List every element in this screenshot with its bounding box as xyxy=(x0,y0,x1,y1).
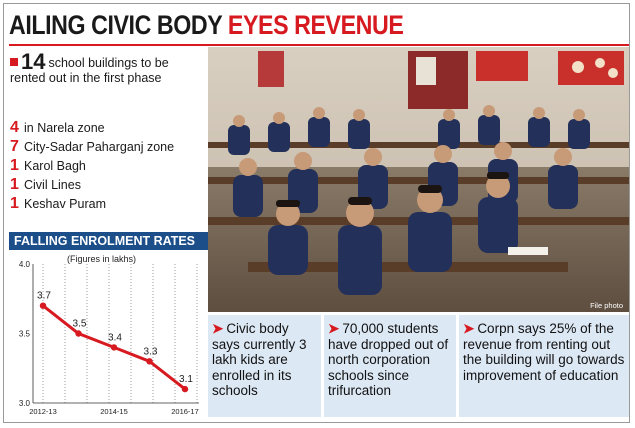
zone-count: 4 xyxy=(10,119,19,136)
chart-data-label: 3.5 xyxy=(73,319,87,330)
fact-box: ➤ 70,000 students have dropped out of nor… xyxy=(324,315,456,417)
zone-count: 1 xyxy=(10,195,19,212)
zone-item: 4 in Narela zone xyxy=(10,118,208,137)
chart-subtitle: (Figures in lakhs) xyxy=(67,254,136,264)
arrow-right-icon: ➤ xyxy=(463,321,475,336)
zone-item: 1 Karol Bagh xyxy=(10,156,208,175)
graphic-frame xyxy=(3,3,630,423)
chart-point xyxy=(75,330,82,337)
enrolment-chart: (Figures in lakhs) 4.0 3.5 3.0 2012-13 2014-… xyxy=(9,250,208,422)
chart-x-tick-label: 2016-17 xyxy=(171,407,199,416)
fact-box: ➤ Civic body says currently 3 lakh kids a… xyxy=(208,315,321,417)
photo-credit: File photo xyxy=(590,301,623,310)
chart-data-label: 3.7 xyxy=(37,291,51,302)
headline: AILING CIVIC BODY EYES REVENUE xyxy=(9,9,404,41)
arrow-right-icon: ➤ xyxy=(328,321,340,336)
chart-point xyxy=(146,358,153,365)
chart-point xyxy=(110,344,118,351)
headline-rule xyxy=(9,44,629,46)
fact-text: Corpn says 25% of the revenue from renti… xyxy=(463,321,625,383)
chart-y-tick-label: 4.0 xyxy=(19,260,31,269)
zone-item: 1 Keshav Puram xyxy=(10,194,208,213)
chart-header: FALLING ENROLMENT RATES xyxy=(9,232,208,250)
zone-item: 1 Civil Lines xyxy=(10,175,208,194)
zone-count: 1 xyxy=(10,176,19,193)
fact-text: 70,000 students have dropped out of nort… xyxy=(328,321,449,398)
chart-data-label: 3.3 xyxy=(144,346,158,357)
bullet-square-icon xyxy=(10,58,18,66)
chart-y-tick-label: 3.5 xyxy=(19,330,31,339)
zone-label: Keshav Puram xyxy=(24,197,106,211)
zone-label: Karol Bagh xyxy=(24,159,86,173)
arrow-right-icon: ➤ xyxy=(212,321,224,336)
chart-x-tick-label: 2014-15 xyxy=(100,407,128,416)
zone-list: 4 in Narela zone 7 City-Sadar Paharganj zo… xyxy=(10,118,208,213)
classroom-photo-illustration xyxy=(208,47,629,312)
zone-label: in Narela zone xyxy=(24,121,105,135)
lead-count: 14 xyxy=(21,49,46,74)
zone-label: Civil Lines xyxy=(24,178,81,192)
lead-text: 14 school buildings to be rented out in t… xyxy=(10,51,200,86)
zone-count: 1 xyxy=(10,157,19,174)
lead-description: school buildings to be rented out in the… xyxy=(10,56,169,85)
chart-point xyxy=(39,302,47,309)
zone-count: 7 xyxy=(10,138,19,155)
zone-item: 7 City-Sadar Paharganj zone xyxy=(10,137,208,156)
fact-text: Civic body says currently 3 lakh kids ar… xyxy=(212,321,307,398)
chart-point xyxy=(181,385,189,393)
headline-part-1: AILING CIVIC BODY xyxy=(9,10,222,40)
chart-data-label: 3.4 xyxy=(108,332,122,343)
chart-x-tick-label: 2012-13 xyxy=(29,407,57,416)
zone-label: City-Sadar Paharganj zone xyxy=(24,140,175,154)
classroom-photo: File photo xyxy=(208,47,629,312)
facts-row: ➤ Civic body says currently 3 lakh kids a… xyxy=(208,315,629,422)
chart-y-tick-label: 3.0 xyxy=(19,399,31,408)
headline-part-2: EYES REVENUE xyxy=(227,10,404,40)
chart-data-label: 3.1 xyxy=(179,374,193,385)
fact-box: ➤ Corpn says 25% of the revenue from rent… xyxy=(459,315,629,417)
